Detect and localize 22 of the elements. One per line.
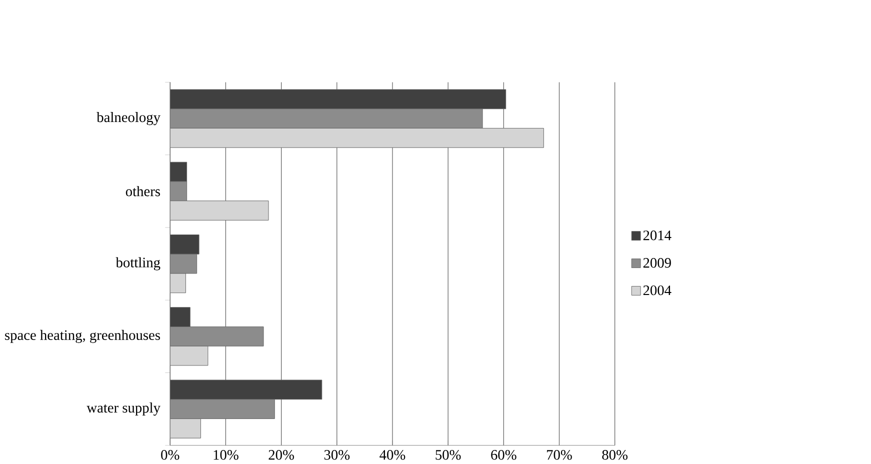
x-tick-label: 60% (491, 450, 516, 460)
bar (170, 326, 264, 346)
x-tick-label: 50% (436, 450, 461, 460)
legend-label: 2014 (643, 230, 672, 240)
y-tick-label: bottling (116, 257, 160, 270)
x-tick-label: 0% (161, 450, 180, 460)
y-tick-label: others (126, 186, 160, 196)
x-tick-label: 30% (324, 450, 350, 460)
bar (170, 181, 188, 201)
y-tick-label: water supply (86, 402, 160, 416)
bar (170, 254, 198, 274)
y-tick-label: space heating, greenhouses (5, 330, 160, 343)
x-tick-label: 40% (380, 450, 406, 460)
x-tick-label: 70% (547, 450, 572, 460)
y-tick-label: balneology (96, 112, 160, 125)
legend-label: 2009 (643, 258, 671, 268)
legend-label: 2004 (643, 285, 672, 296)
x-tick-label: 80% (602, 450, 628, 460)
bar (170, 399, 275, 419)
bar (170, 108, 483, 128)
x-tick-label: 10% (214, 450, 238, 460)
x-tick-label: 20% (268, 450, 294, 460)
